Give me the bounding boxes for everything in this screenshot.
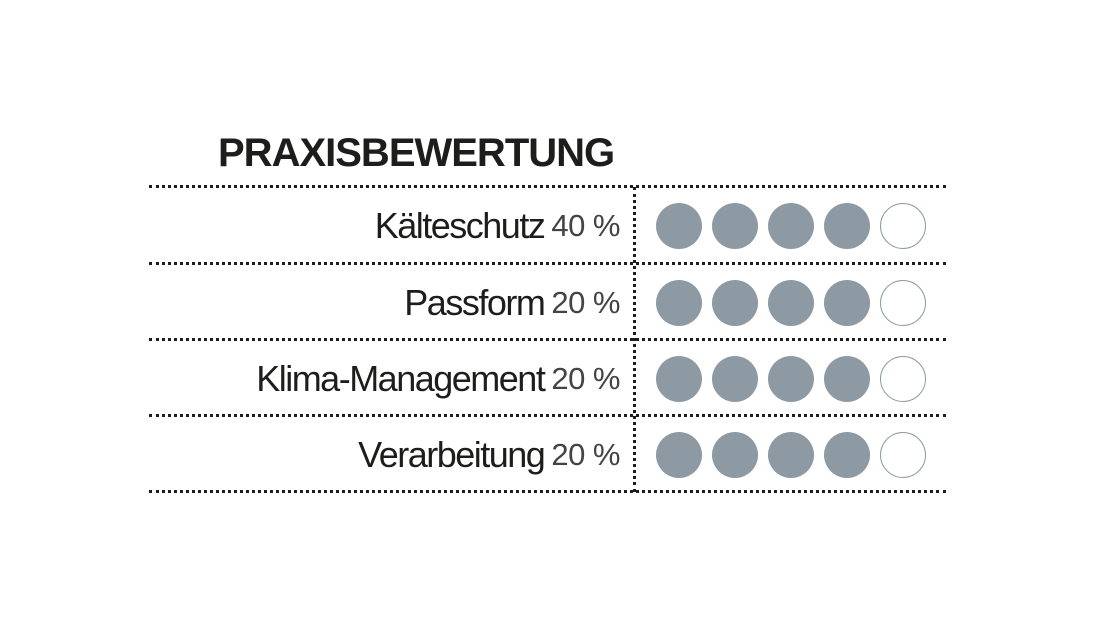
- divider: [149, 338, 946, 341]
- rating-dot-filled: [824, 432, 870, 478]
- rating-dot-empty: [880, 280, 926, 326]
- criterion-weight: 40 %: [551, 208, 620, 243]
- divider: [149, 185, 946, 188]
- rating-row-klima-management: Klima-Management 20 %: [149, 341, 946, 417]
- rating-row-passform: Passform 20 %: [149, 265, 946, 341]
- criterion-name: Verarbeitung: [358, 434, 546, 475]
- rating-dot-filled: [768, 203, 814, 249]
- rating-dot-filled: [824, 356, 870, 402]
- rating-dot-filled: [656, 203, 702, 249]
- rating-dot-empty: [880, 203, 926, 249]
- rating-dot-filled: [712, 356, 758, 402]
- row-label: Verarbeitung 20 %: [358, 417, 620, 493]
- rating-dot-filled: [656, 432, 702, 478]
- rating-dots: [656, 341, 936, 417]
- divider: [149, 262, 946, 265]
- rating-dot-filled: [656, 280, 702, 326]
- rating-dots: [656, 188, 936, 264]
- criterion-weight: 20 %: [551, 437, 620, 472]
- divider: [149, 490, 946, 493]
- panel-title: PRAXISBEWERTUNG: [218, 131, 615, 175]
- rating-row-verarbeitung: Verarbeitung 20 %: [149, 417, 946, 493]
- rating-row-kaelteschutz: Kälteschutz 40 %: [149, 188, 946, 264]
- rating-dot-filled: [824, 203, 870, 249]
- rating-dot-filled: [768, 280, 814, 326]
- criterion-name: Passform: [404, 282, 546, 323]
- rating-dot-empty: [880, 356, 926, 402]
- criterion-weight: 20 %: [551, 361, 620, 396]
- row-label: Klima-Management 20 %: [256, 341, 620, 417]
- rating-dot-filled: [824, 280, 870, 326]
- rating-dot-filled: [712, 203, 758, 249]
- rating-dot-filled: [712, 432, 758, 478]
- rating-dots: [656, 265, 936, 341]
- column-divider: [633, 187, 636, 492]
- rating-dot-filled: [768, 432, 814, 478]
- rating-dot-filled: [712, 280, 758, 326]
- criterion-name: Klima-Management: [256, 358, 546, 399]
- criterion-weight: 20 %: [551, 285, 620, 320]
- rating-dots: [656, 417, 936, 493]
- row-label: Passform 20 %: [404, 265, 620, 341]
- criterion-name: Kälteschutz: [374, 205, 546, 246]
- divider: [149, 414, 946, 417]
- rating-dot-filled: [768, 356, 814, 402]
- rating-dot-filled: [656, 356, 702, 402]
- rating-dot-empty: [880, 432, 926, 478]
- row-label: Kälteschutz 40 %: [374, 188, 621, 264]
